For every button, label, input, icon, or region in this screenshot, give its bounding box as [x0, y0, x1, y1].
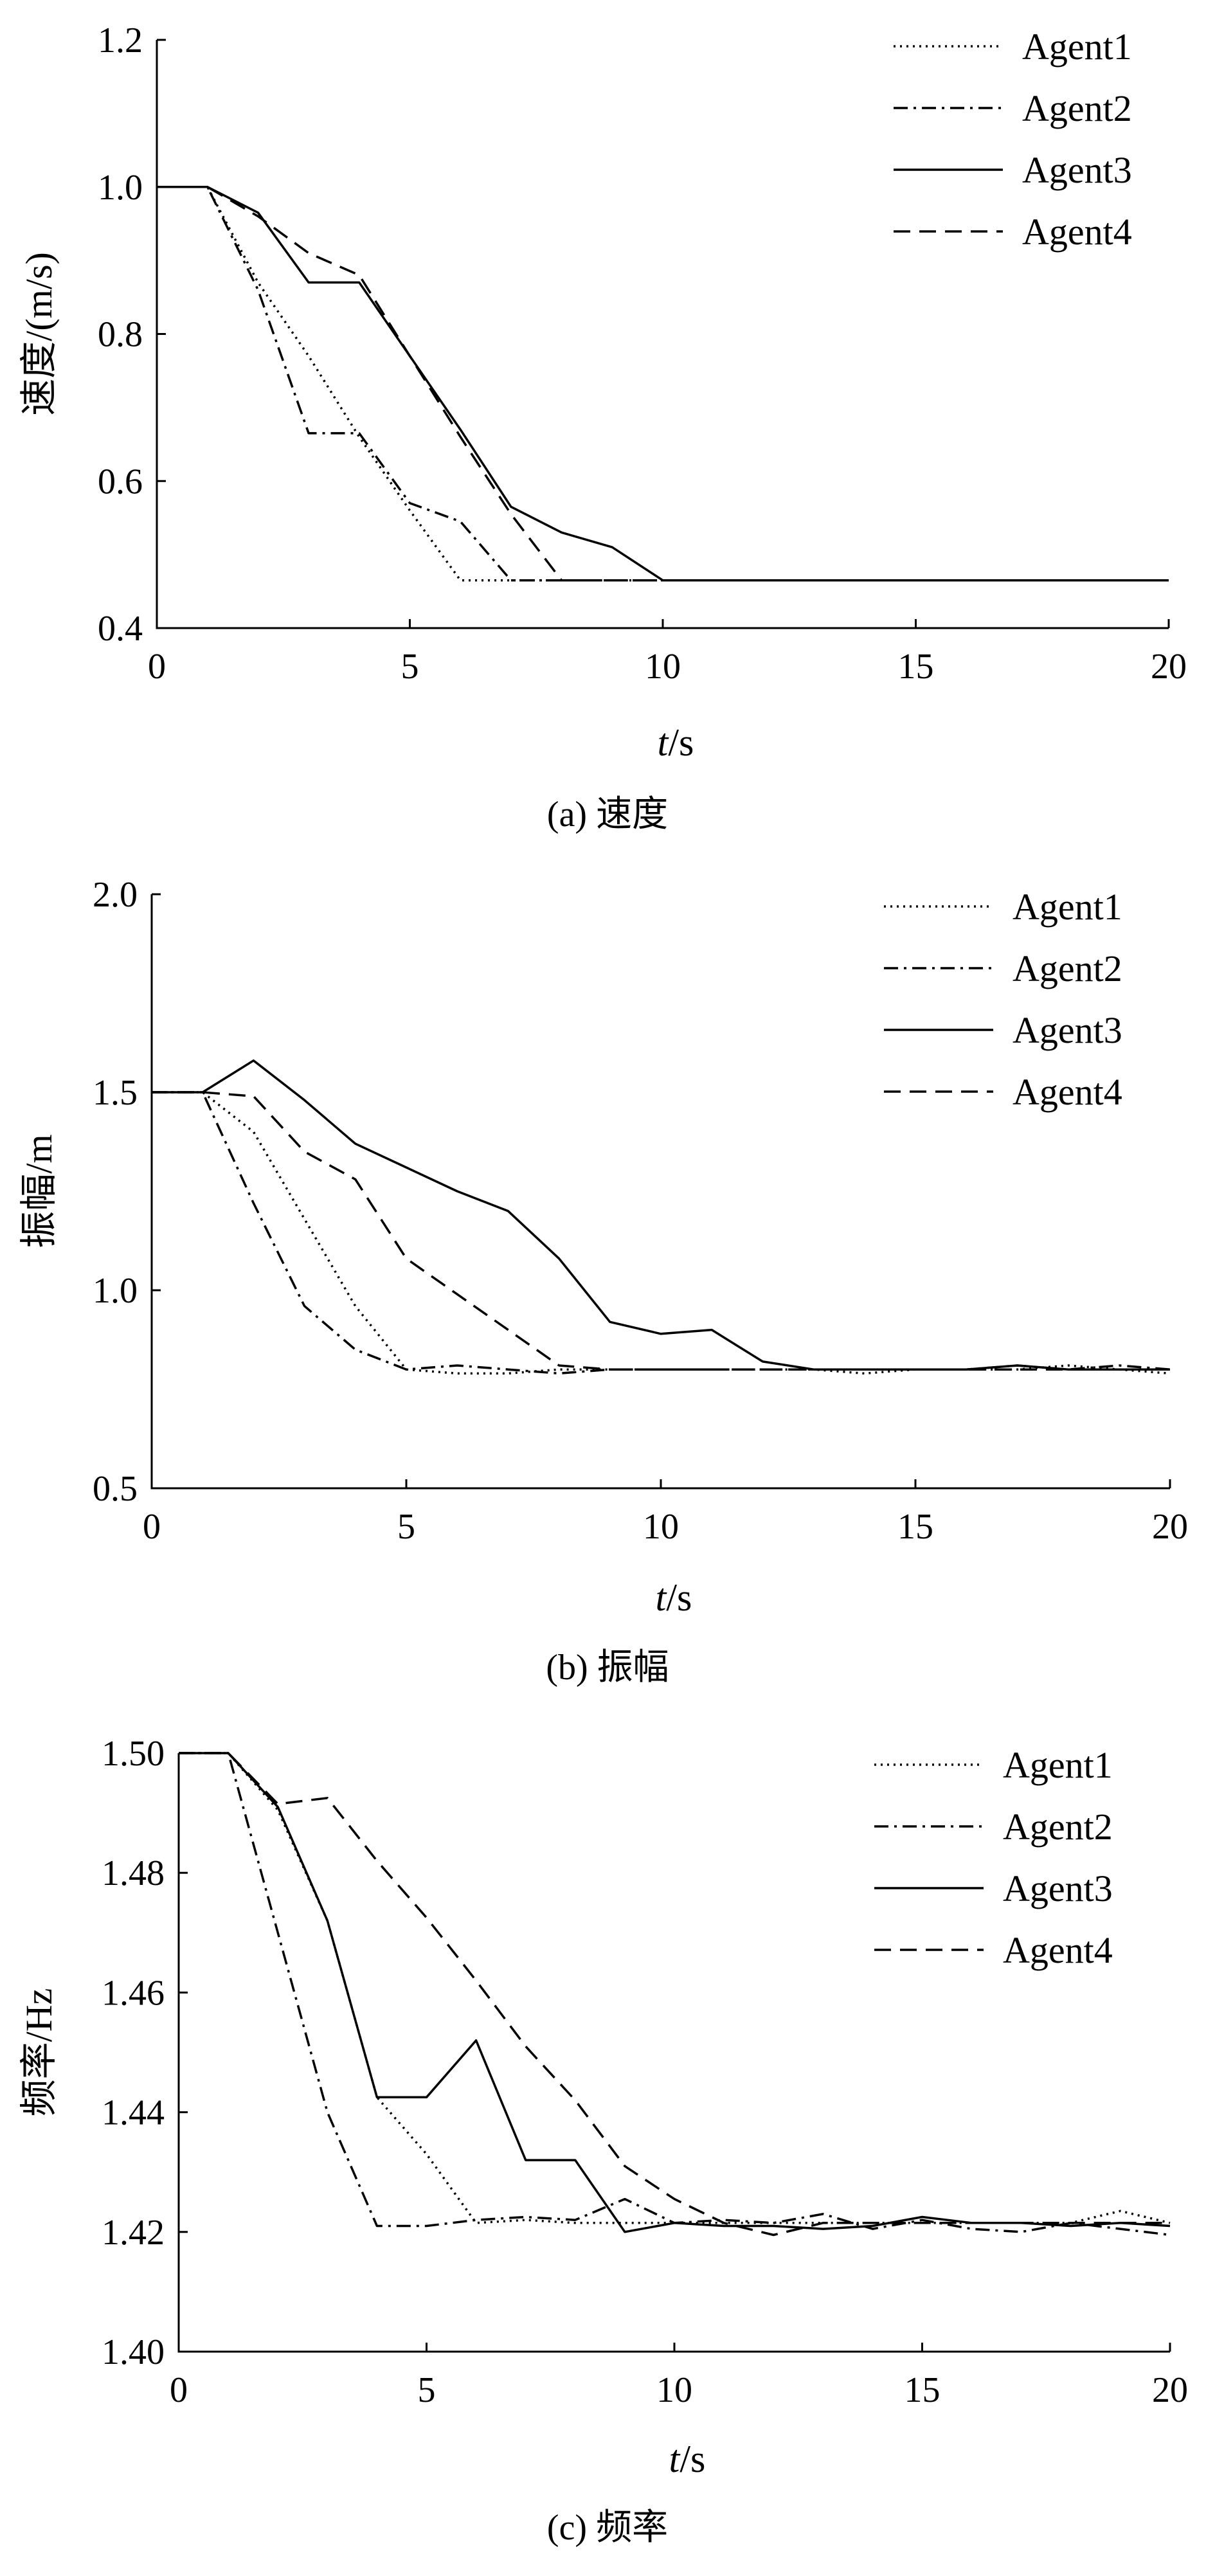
series-line-agent4	[179, 1752, 1170, 2237]
series-line-agent1	[157, 186, 1169, 582]
legend-label: Agent1	[1003, 1744, 1113, 1786]
legend-label: Agent4	[1003, 1929, 1113, 1971]
x-tick-label: 10	[656, 2370, 692, 2410]
x-tick-label: 5	[418, 2370, 436, 2410]
x-tick-label: 10	[643, 1507, 679, 1547]
x-tick-label: 5	[397, 1507, 415, 1547]
chart-panel-1: 0.4 0.6 0.8 1.0 1.2 0 5 10 15 20 t/s 速度/(m/s) (a) 速度…	[18, 21, 1187, 834]
axis-lines	[156, 40, 1169, 629]
x-axis-label: t/s	[656, 1576, 692, 1619]
y-axis-label: 振幅/m	[18, 1134, 60, 1248]
y-tick-label: 1.46	[102, 1973, 165, 2013]
legend-label: Agent2	[1022, 87, 1132, 129]
series-line-agent2	[152, 1091, 1171, 1375]
series-line-agent3	[157, 186, 1169, 582]
chart-caption: (c) 频率	[547, 2508, 668, 2548]
series-line-agent3	[152, 1059, 1170, 1371]
x-axis-label: t/s	[669, 2438, 706, 2480]
x-tick-label: 0	[170, 2370, 188, 2410]
legend-label: Agent3	[1013, 1009, 1122, 1051]
chart-panel-2: 0.5 1.0 1.5 2.0 0 5 10 15 20 t/s 振幅/m (b) 振幅 Agent1 A…	[18, 875, 1188, 1688]
legend-label: Agent3	[1022, 149, 1132, 191]
legend-label: Agent1	[1013, 886, 1122, 928]
y-tick-label: 1.0	[98, 168, 143, 208]
chart-caption: (a) 速度	[547, 795, 668, 834]
legend-label: Agent2	[1003, 1806, 1113, 1848]
legend-label: Agent3	[1003, 1868, 1113, 1909]
y-tick-label: 1.40	[102, 2332, 165, 2372]
x-axis-label: t/s	[658, 721, 694, 764]
y-tick-label: 1.50	[102, 1734, 165, 1774]
x-tick-label: 15	[905, 2370, 941, 2410]
legend-label: Agent4	[1022, 211, 1132, 253]
series-line-agent1	[152, 1091, 1171, 1375]
x-tick-label: 20	[1151, 647, 1187, 687]
series-line-agent4	[157, 186, 1169, 582]
y-tick-label: 1.48	[102, 1853, 165, 1893]
y-axis-label: 频率/Hz	[18, 1988, 60, 2117]
y-tick-label: 0.4	[98, 609, 143, 649]
x-tick-label: 20	[1152, 2370, 1188, 2410]
x-tick-label: 10	[645, 647, 681, 687]
series-line-agent4	[152, 1091, 1170, 1371]
y-tick-label: 2.0	[93, 875, 138, 915]
legend-label: Agent2	[1013, 948, 1122, 989]
y-tick-label: 1.2	[98, 21, 143, 60]
y-axis-label: 速度/(m/s)	[18, 252, 60, 416]
legend-label: Agent4	[1013, 1071, 1122, 1113]
x-tick-label: 15	[897, 1507, 933, 1547]
chart-panel-3: 1.40 1.42 1.44 1.46 1.48 1.50 0 5 10 15 20 t/s 频率/Hz…	[18, 1734, 1188, 2548]
x-tick-label: 20	[1152, 1507, 1188, 1547]
chart-caption: (b) 振幅	[546, 1648, 669, 1688]
y-tick-label: 0.6	[98, 462, 143, 501]
x-tick-label: 0	[148, 647, 166, 687]
y-tick-label: 1.44	[102, 2093, 165, 2133]
x-tick-label: 15	[898, 647, 934, 687]
y-tick-label: 0.8	[98, 315, 143, 355]
x-tick-label: 5	[401, 647, 419, 687]
x-tick-label: 0	[143, 1507, 161, 1547]
y-tick-label: 0.5	[93, 1469, 138, 1509]
y-tick-label: 1.42	[102, 2213, 165, 2253]
series-line-agent2	[157, 186, 1169, 582]
legend-label: Agent1	[1022, 26, 1132, 68]
y-tick-label: 1.0	[93, 1271, 138, 1311]
y-tick-label: 1.5	[93, 1073, 138, 1113]
